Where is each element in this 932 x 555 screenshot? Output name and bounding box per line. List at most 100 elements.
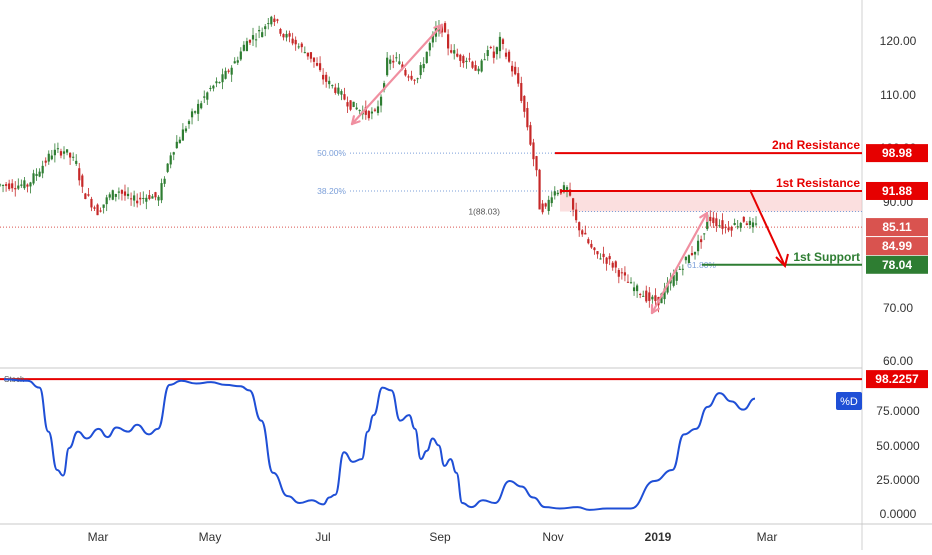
candle-body: [209, 88, 211, 89]
candle-body: [343, 94, 345, 99]
candle-body: [651, 297, 653, 300]
candle-body: [313, 58, 315, 62]
candle-body: [508, 52, 510, 62]
candle-body: [691, 253, 693, 255]
candle-body: [127, 194, 129, 196]
candle-body: [484, 59, 486, 60]
candle-body: [45, 161, 47, 163]
candle-body: [514, 67, 516, 74]
candle-body: [545, 203, 547, 206]
candle-body: [353, 102, 355, 107]
candle-body: [417, 78, 419, 79]
candle-body: [231, 68, 233, 75]
candle-body: [633, 287, 635, 291]
candle-body: [676, 272, 678, 281]
candle-body: [471, 62, 473, 68]
candle-body: [630, 282, 632, 283]
candle-body: [81, 175, 83, 186]
candle-body: [410, 76, 412, 80]
stoch-tick-label: 25.0000: [876, 473, 920, 487]
candle-body: [39, 172, 41, 177]
candle-body: [615, 261, 617, 267]
candle-body: [20, 185, 22, 186]
candle-body: [380, 97, 382, 106]
time-tick-label: Jul: [315, 530, 330, 544]
candle-body: [505, 53, 507, 57]
candle-body: [581, 230, 583, 234]
candle-body: [746, 223, 748, 225]
candle-body: [389, 59, 391, 63]
candle-body: [371, 112, 373, 114]
candle-body: [136, 201, 138, 204]
price-tick-label: 70.00: [883, 301, 913, 315]
candle-body: [752, 222, 754, 227]
time-tick-label: Mar: [88, 530, 109, 544]
candle-body: [727, 228, 729, 231]
candle-body: [468, 58, 470, 59]
fib-label: 38.20%: [317, 186, 346, 196]
candle-body: [551, 197, 553, 203]
stoch-tick-label: 75.0000: [876, 404, 920, 418]
candle-body: [572, 198, 574, 209]
candle-body: [368, 111, 370, 118]
candle-body: [413, 80, 415, 81]
candle-body: [234, 61, 236, 63]
candle-body: [532, 142, 534, 159]
candle-body: [374, 110, 376, 111]
candle-body: [130, 198, 132, 199]
candle-body: [481, 61, 483, 72]
candle-body: [715, 218, 717, 226]
candle-body: [258, 30, 260, 31]
candle-body: [35, 174, 37, 176]
candle-body: [167, 164, 169, 172]
candle-body: [99, 210, 101, 211]
candle-body: [377, 106, 379, 113]
candle-body: [93, 207, 95, 208]
candle-body: [288, 33, 290, 36]
candle-body: [139, 198, 141, 200]
candle-body: [124, 191, 126, 195]
candle-body: [392, 61, 394, 63]
candle-body: [109, 194, 111, 197]
candle-body: [474, 65, 476, 71]
candle-body: [224, 71, 226, 79]
candle-body: [188, 121, 190, 124]
candle-body: [170, 155, 172, 164]
stoch-d-line: [4, 379, 755, 509]
price-tag-value: 78.04: [882, 258, 912, 272]
candle-body: [496, 47, 498, 54]
candle-body: [459, 55, 461, 61]
candle-body: [590, 244, 592, 248]
candle-body: [685, 257, 687, 260]
candle-body: [709, 217, 711, 221]
candle-body: [96, 205, 98, 216]
candle-body: [499, 37, 501, 51]
candle-body: [423, 64, 425, 68]
fib-label: 1(88.03): [468, 207, 500, 217]
candle-body: [340, 91, 342, 95]
candle-body: [179, 140, 181, 144]
candle-body: [697, 241, 699, 251]
candle-body: [679, 269, 681, 270]
candle-body: [477, 69, 479, 71]
candle-body: [609, 256, 611, 259]
candle-body: [17, 186, 19, 189]
candle-body: [325, 75, 327, 82]
candle-body: [462, 56, 464, 63]
candle-body: [264, 26, 266, 29]
candle-body: [307, 53, 309, 57]
candle-body: [103, 204, 105, 207]
candle-body: [246, 41, 248, 51]
candle-body: [243, 45, 245, 51]
candle-body: [618, 270, 620, 277]
candle-body: [542, 204, 544, 213]
candle-body: [261, 32, 263, 37]
candle-body: [734, 223, 736, 225]
resistance-label: 2nd Resistance: [772, 138, 860, 152]
candle-body: [267, 23, 269, 24]
candle-body: [282, 34, 284, 37]
candle-body: [2, 185, 4, 186]
candle-body: [0, 184, 1, 185]
